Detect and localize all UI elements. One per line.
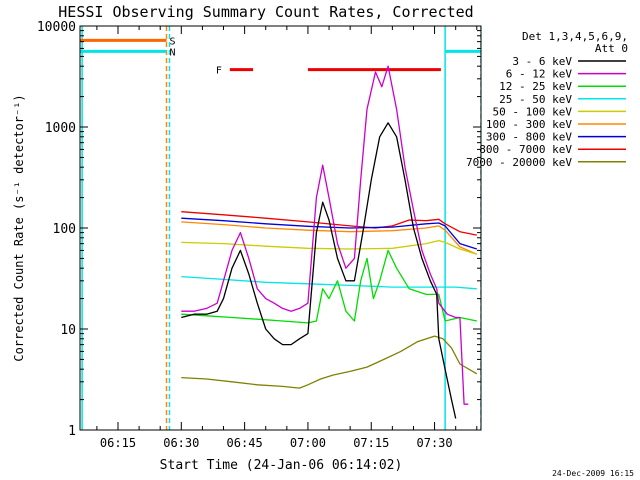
legend-label-5: 50 - 100 keV	[493, 105, 573, 118]
legend-label-7: 300 - 800 keV	[486, 131, 572, 144]
attenuator-label-s: S	[170, 36, 176, 47]
plot-content	[80, 26, 481, 430]
x-tick-label: 06:15	[100, 436, 136, 450]
y-tick-label: 1000	[45, 121, 76, 136]
x-tick-label: 07:30	[417, 436, 453, 450]
series-line-4	[181, 275, 477, 290]
x-tick-label: 07:15	[353, 436, 389, 450]
flare-flag-label: F	[216, 66, 222, 77]
legend-header-line-1: Det 1,3,4,5,6,9,	[522, 30, 628, 43]
legend-label-4: 25 - 50 keV	[499, 93, 572, 106]
x-tick-label: 07:00	[290, 436, 326, 450]
series-line-7	[181, 217, 477, 250]
legend-header-line-2: Att 0	[595, 42, 628, 55]
axis-ticks: 06:15 06:30 06:45 07:00 07:15 07:30 1 10 100 1000…	[37, 20, 481, 450]
plot-area: SN F	[80, 26, 481, 430]
series-line-2	[181, 65, 469, 405]
chart-title: HESSI Observing Summary Count Rates, Cor…	[58, 3, 473, 21]
legend-label-1: 3 - 6 keV	[512, 55, 572, 68]
legend-label-9: 7000 - 20000 keV	[466, 156, 572, 169]
x-tick-label: 06:45	[227, 436, 263, 450]
y-tick-label: 100	[53, 222, 76, 237]
y-tick-label: 10000	[37, 20, 76, 35]
y-tick-label: 1	[68, 424, 76, 439]
attenuator-label-n: N	[170, 47, 176, 58]
series-line-5	[181, 239, 477, 255]
series-line-3	[181, 249, 477, 324]
date-stamp: 24-Dec-2009 16:15	[552, 469, 634, 478]
series-line-9	[181, 335, 478, 389]
legend-label-8: 800 - 7000 keV	[479, 143, 572, 156]
legend-label-2: 6 - 12 keV	[506, 68, 573, 81]
series-line-6	[181, 221, 478, 255]
x-tick-label: 06:30	[163, 436, 199, 450]
series-line-8	[181, 211, 477, 236]
x-axis-label: Start Time (24-Jan-06 06:14:02)	[160, 458, 403, 473]
legend-label-3: 12 - 25 keV	[499, 80, 572, 93]
y-axis-label: Corrected Count Rate (s⁻¹ detector⁻¹)	[12, 94, 26, 361]
y-tick-label: 10	[60, 323, 76, 338]
legend-label-6: 100 - 300 keV	[486, 118, 572, 131]
series-line-1	[181, 122, 457, 419]
